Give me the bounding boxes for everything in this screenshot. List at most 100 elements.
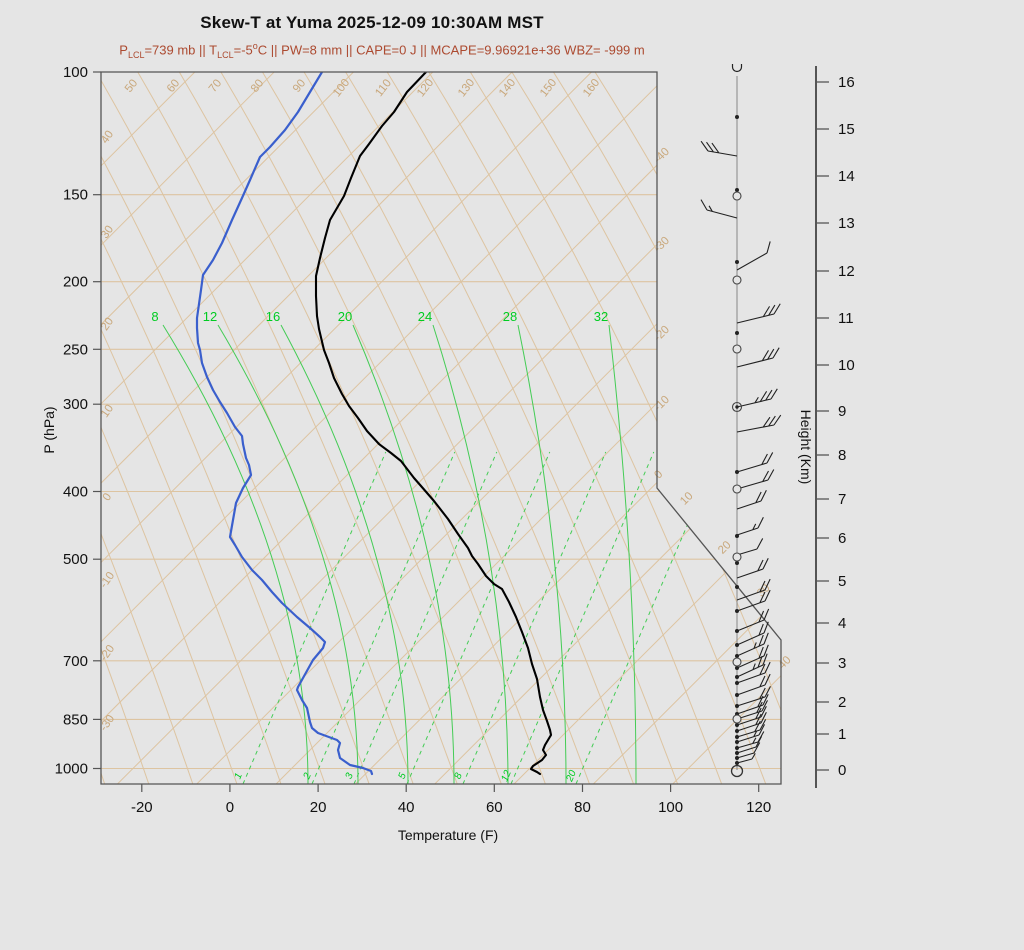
staff-circle	[732, 191, 742, 201]
mixing-ratio-label: 2	[301, 771, 314, 782]
moist-adiabat-curve	[280, 324, 409, 784]
wind-barb-column	[700, 64, 782, 778]
height-tick-label: 15	[838, 121, 855, 138]
isotherm-line	[101, 72, 672, 784]
dry-adiabat-line	[428, 72, 767, 784]
temperature-tick-label: 80	[574, 799, 591, 816]
isotherm-label: -20	[652, 324, 672, 344]
dry-adiabat-line	[303, 72, 634, 784]
moist-adiabat-label: 12	[203, 309, 217, 324]
wind-barb	[736, 644, 769, 669]
dry-adiabat-top-label: 90	[291, 77, 308, 94]
wind-barb	[736, 538, 764, 556]
pressure-tick-label: 500	[63, 551, 88, 568]
pressure-tick-label: 400	[63, 484, 88, 501]
chart-subtitle: PLCL=739 mb || TLCL=-5oC || PW=8 mm || C…	[0, 41, 764, 60]
wind-barb	[736, 517, 764, 536]
temperature-tick-label: 0	[226, 799, 234, 816]
pressure-tick-label: 200	[63, 274, 88, 291]
height-tick-label: 4	[838, 615, 846, 632]
moist-adiabat-curve	[517, 324, 567, 784]
staff-circle	[732, 484, 742, 494]
temperature-tick-label: -20	[131, 799, 153, 816]
staff-dot	[735, 693, 739, 697]
subtitle-segment: LCL	[127, 49, 145, 60]
temperature-tick-label: 60	[486, 799, 503, 816]
dry-adiabat-line	[469, 72, 781, 784]
isotherm-line	[355, 72, 781, 784]
wind-barb	[736, 742, 761, 759]
wind-barb	[736, 414, 782, 433]
staff-dot	[735, 629, 739, 633]
height-tick-label: 11	[838, 310, 854, 327]
wind-barb	[736, 693, 769, 715]
subtitle-segment: o	[252, 41, 258, 51]
wind-barb	[736, 608, 770, 632]
height-tick-label: 16	[838, 74, 855, 91]
dry-adiabat-line	[101, 72, 414, 784]
mixing-ratio-lines	[242, 451, 720, 784]
staff-circle	[732, 344, 742, 354]
subtitle-segment: P	[119, 42, 128, 58]
wind-barb	[736, 578, 771, 601]
dry-adiabat-top-label: 60	[165, 77, 182, 94]
height-tick-label: 1	[838, 726, 846, 743]
subtitle-segment: =739 mb || T	[144, 42, 218, 58]
pressure-tick-label: 850	[63, 711, 88, 728]
wind-barb	[736, 753, 756, 764]
mixing-ratio-label: 1	[233, 771, 245, 780]
dewpoint-curve	[195, 72, 374, 776]
dry-adiabat-top-label: 150	[538, 77, 559, 100]
dry-adiabat-top-label: 160	[581, 77, 602, 100]
pressure-tick-label: 150	[63, 187, 88, 204]
dry-adiabat-line	[262, 72, 590, 784]
staff-dot	[735, 761, 739, 765]
isotherm-line	[117, 72, 781, 784]
isotherm-line	[101, 72, 751, 784]
mixing-ratio-label: 5	[397, 771, 409, 781]
dry-adiabat-top-label: 130	[456, 77, 477, 100]
wind-barb	[736, 700, 768, 720]
staff-circle	[732, 275, 742, 285]
moist-adiabat-curve	[352, 324, 455, 784]
dry-adiabat-line	[101, 72, 150, 784]
isotherm-label: 40	[776, 654, 794, 672]
moist-adiabat-label: 8	[151, 309, 158, 324]
staff-circled-dot	[731, 401, 743, 413]
wind-barb	[736, 388, 778, 408]
wind-barb	[736, 452, 774, 473]
height-tick-label: 2	[838, 694, 846, 711]
isotherm-label: 10	[678, 490, 696, 508]
wind-top-symbol	[731, 64, 743, 73]
temperature-curve	[314, 72, 553, 776]
wind-barb	[736, 632, 769, 657]
staff-dot	[735, 534, 739, 538]
wind-barb	[736, 347, 780, 368]
dry-adiabat-line	[345, 72, 679, 784]
moist-adiabat-label: 28	[503, 309, 517, 324]
height-tick-label: 10	[838, 357, 855, 374]
staff-dot	[735, 756, 739, 760]
isotherm-lines	[101, 72, 781, 784]
pressure-axis: 100 150 200 250 300 400 500 700 850 1000 P (hPa)	[41, 64, 101, 778]
staff-dot	[735, 675, 739, 679]
wind-barb	[736, 724, 766, 743]
staff-dot	[735, 470, 739, 474]
dry-adiabat-line	[386, 72, 723, 784]
wind-staff-markers	[730, 115, 744, 778]
moist-adiabat-label: 24	[418, 309, 432, 324]
wind-barb	[736, 736, 763, 754]
isotherm-line	[101, 72, 592, 784]
isotherm-line	[101, 72, 513, 784]
pressure-tick-label: 250	[63, 341, 88, 358]
staff-dot	[735, 561, 739, 565]
temperature-tick-label: 100	[658, 799, 683, 816]
mixing-ratio-label: 20	[564, 768, 579, 784]
height-tick-label: 3	[838, 655, 846, 672]
pressure-axis-title: P (hPa)	[41, 406, 57, 453]
staff-dot	[735, 681, 739, 685]
height-tick-label: 13	[838, 215, 855, 232]
chart-title: Skew-T at Yuma 2025-12-09 10:30AM MST	[200, 13, 544, 32]
